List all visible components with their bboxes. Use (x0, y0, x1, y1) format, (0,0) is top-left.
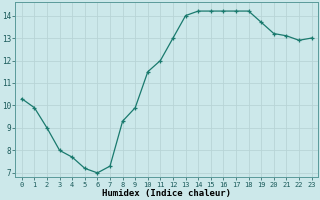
X-axis label: Humidex (Indice chaleur): Humidex (Indice chaleur) (102, 189, 231, 198)
